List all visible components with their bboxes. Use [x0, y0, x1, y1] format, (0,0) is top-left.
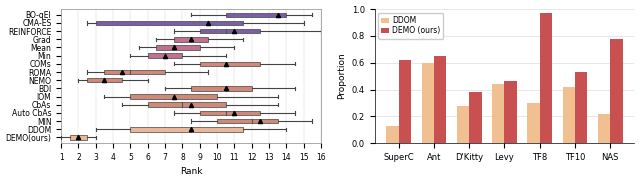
Bar — [387, 126, 399, 143]
Bar — [217, 119, 278, 123]
Bar — [174, 37, 209, 41]
Bar — [87, 78, 122, 82]
Bar — [200, 111, 260, 115]
Bar — [457, 106, 469, 143]
Bar — [104, 70, 165, 74]
Bar — [148, 102, 226, 107]
Bar — [156, 45, 200, 50]
Y-axis label: Proportion: Proportion — [337, 53, 346, 100]
Bar — [434, 56, 446, 143]
Bar — [469, 92, 481, 143]
Bar — [527, 103, 540, 143]
Bar — [422, 63, 434, 143]
Bar — [575, 72, 588, 143]
Bar — [598, 114, 611, 143]
Bar — [226, 13, 287, 17]
Legend: DDOM, DEMO (ours): DDOM, DEMO (ours) — [378, 13, 444, 39]
Bar — [191, 86, 252, 91]
Bar — [131, 127, 243, 132]
Bar — [200, 62, 260, 66]
Bar — [200, 29, 260, 33]
Bar — [611, 39, 623, 143]
Bar — [399, 60, 411, 143]
Bar — [563, 87, 575, 143]
X-axis label: Rank: Rank — [180, 167, 202, 176]
Bar — [540, 13, 552, 143]
Bar — [504, 82, 517, 143]
Bar — [148, 54, 182, 58]
Bar — [96, 21, 243, 25]
Bar — [492, 84, 504, 143]
Bar — [70, 135, 87, 140]
Bar — [131, 94, 217, 99]
